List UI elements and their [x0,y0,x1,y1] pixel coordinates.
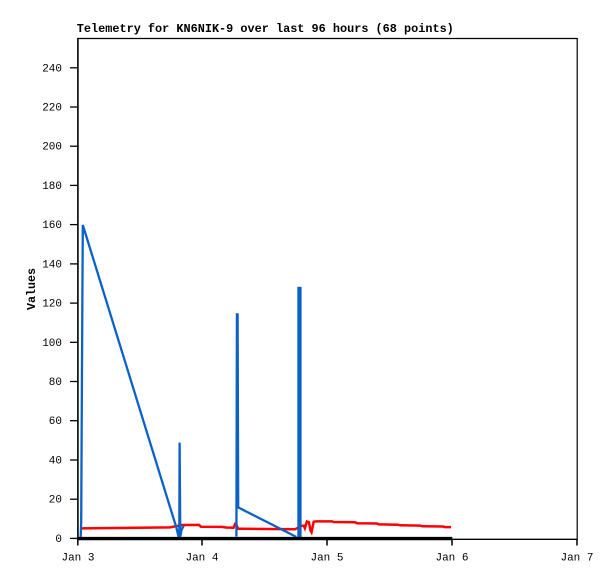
svg-text:220: 220 [42,103,62,115]
svg-text:240: 240 [42,63,62,75]
svg-text:160: 160 [42,220,62,232]
svg-text:60: 60 [49,416,62,428]
svg-text:40: 40 [49,456,62,468]
svg-text:20: 20 [49,495,62,507]
svg-text:0: 0 [55,534,62,546]
svg-text:Jan 5: Jan 5 [310,552,343,564]
svg-text:140: 140 [42,259,62,271]
svg-text:Jan 7: Jan 7 [560,552,593,564]
svg-text:Jan 6: Jan 6 [435,552,468,564]
svg-text:120: 120 [42,299,62,311]
svg-text:Jan 4: Jan 4 [185,552,218,564]
svg-text:Jan 3: Jan 3 [61,552,94,564]
svg-text:180: 180 [42,181,62,193]
svg-text:Telemetry for KN6NIK-9 over la: Telemetry for KN6NIK-9 over last 96 hour… [77,22,454,36]
svg-text:Values: Values [25,268,39,310]
svg-text:200: 200 [42,142,62,154]
svg-text:80: 80 [49,377,62,389]
svg-text:100: 100 [42,338,62,350]
